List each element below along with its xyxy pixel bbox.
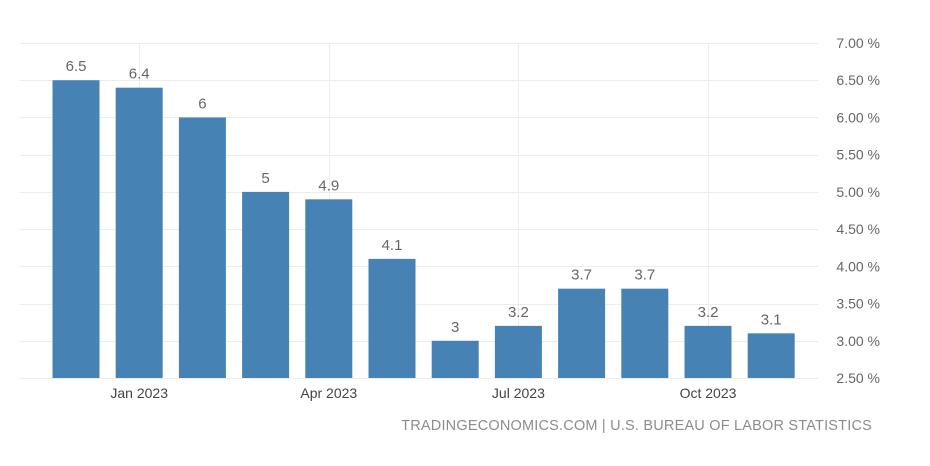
y-tick-label: 6.00 % [836,109,880,125]
bar [747,333,795,378]
bar [115,87,163,379]
data-label: 3.1 [761,311,782,328]
x-tick-label: Apr 2023 [300,385,357,401]
y-axis-ticks: 2.50 % 3.00 % 3.50 % 4.00 % 4.50 % 5.00 % 5.50… [836,35,880,386]
bar [431,340,479,378]
y-tick-label: 7.00 % [836,35,880,51]
data-label: 5 [261,170,269,187]
y-tick-label: 5.00 % [836,184,880,200]
bar [305,199,353,378]
y-tick-label: 3.50 % [836,296,880,312]
bar [52,80,100,378]
bar [178,117,226,378]
bar [684,325,732,378]
data-label: 3.7 [634,267,655,284]
data-label: 6.5 [66,58,87,75]
y-tick-label: 3.00 % [836,333,880,349]
data-label: 3.2 [508,304,529,321]
y-tick-label: 4.50 % [836,221,880,237]
data-label: 4.1 [382,237,403,254]
bar [242,191,290,378]
y-tick-label: 6.50 % [836,72,880,88]
data-label: 3.7 [571,267,592,284]
source-attribution: TRADINGECONOMICS.COM | U.S. BUREAU OF LA… [401,418,872,434]
data-label: 3.2 [698,304,719,321]
data-label: 6 [198,95,206,112]
bar [558,288,606,378]
data-label: 6.4 [129,66,150,83]
x-axis-ticks: Jan 2023 Apr 2023 Jul 2023 Oct 2023 [110,385,736,401]
data-label: 3 [451,319,459,336]
bar [494,325,542,378]
bars [52,80,795,379]
x-tick-label: Jan 2023 [110,385,168,401]
bar [621,288,669,378]
bar [368,258,416,378]
x-tick-label: Oct 2023 [680,385,737,401]
y-tick-label: 5.50 % [836,147,880,163]
data-labels: 6.5 6.4 6 5 4.9 4.1 3 3.2 3.7 3.7 3.2 3.1 [66,58,782,336]
y-tick-label: 4.00 % [836,258,880,274]
y-tick-label: 2.50 % [836,370,880,386]
data-label: 4.9 [318,177,339,194]
x-tick-label: Jul 2023 [492,385,545,401]
